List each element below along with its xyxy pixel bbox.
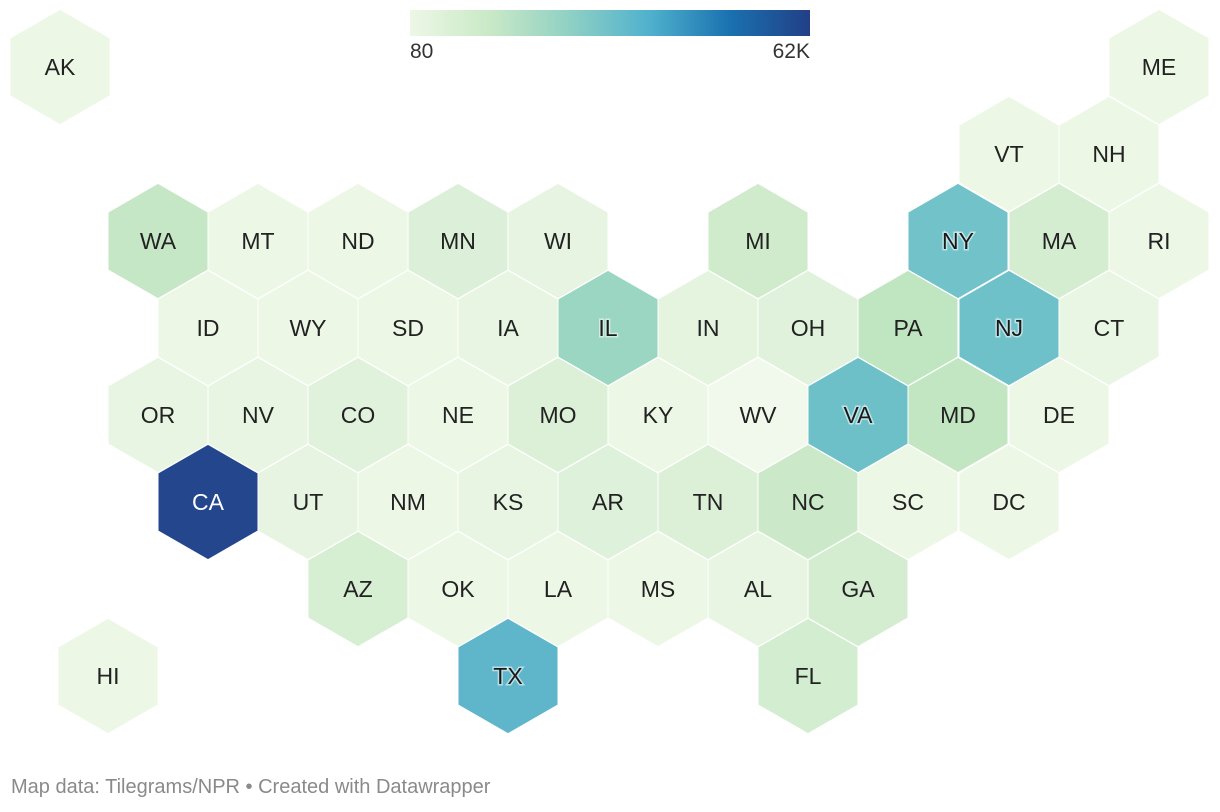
state-tile-ca[interactable]: CA bbox=[157, 443, 259, 561]
state-label-ca: CA bbox=[192, 489, 225, 515]
state-tile-ny[interactable]: NY bbox=[907, 182, 1009, 300]
state-tile-wi[interactable]: WI bbox=[507, 182, 609, 300]
state-tile-nh[interactable]: NH bbox=[1058, 95, 1160, 213]
state-tile-mi[interactable]: MI bbox=[707, 182, 809, 300]
state-label-ny: NY bbox=[942, 228, 974, 254]
state-label-tx: TX bbox=[493, 663, 522, 689]
state-label-nv: NV bbox=[242, 402, 275, 428]
state-label-va: VA bbox=[844, 402, 874, 428]
state-label-mn: MN bbox=[440, 228, 476, 254]
state-label-wy: WY bbox=[289, 315, 326, 341]
state-label-ia: IA bbox=[497, 315, 519, 341]
state-tile-ar[interactable]: AR bbox=[557, 443, 659, 561]
state-tile-in[interactable]: IN bbox=[657, 269, 759, 387]
state-label-fl: FL bbox=[795, 663, 822, 689]
state-hex-tx[interactable] bbox=[457, 617, 559, 735]
state-label-de: DE bbox=[1043, 402, 1075, 428]
state-tile-or[interactable]: OR bbox=[107, 356, 209, 474]
state-label-il: IL bbox=[598, 315, 617, 341]
state-tile-md[interactable]: MD bbox=[907, 356, 1009, 474]
state-tile-ga[interactable]: GA bbox=[807, 530, 909, 648]
state-label-ut: UT bbox=[293, 489, 324, 515]
hex-tile-layer: AK ME VT NH WA MT ND MN WI MI NY MA RI ID WY SD IA IL IN OH… bbox=[9, 8, 1210, 735]
state-label-vt: VT bbox=[994, 141, 1023, 167]
state-label-or: OR bbox=[141, 402, 176, 428]
state-label-ri: RI bbox=[1148, 228, 1171, 254]
state-label-hi: HI bbox=[97, 663, 120, 689]
state-label-nc: NC bbox=[791, 489, 824, 515]
state-tile-ms[interactable]: MS bbox=[607, 530, 709, 648]
state-label-ks: KS bbox=[493, 489, 524, 515]
state-tile-va[interactable]: VA bbox=[807, 356, 909, 474]
state-label-la: LA bbox=[544, 576, 573, 602]
legend-max-label: 62K bbox=[772, 40, 810, 63]
state-hex-dc[interactable] bbox=[958, 443, 1060, 561]
map-footer: Map data: Tilegrams/NPR • Created with D… bbox=[11, 776, 490, 799]
state-tile-hi[interactable]: HI bbox=[57, 617, 159, 735]
state-label-nh: NH bbox=[1092, 141, 1125, 167]
state-label-nd: ND bbox=[341, 228, 374, 254]
state-label-mt: MT bbox=[241, 228, 274, 254]
state-tile-sc[interactable]: SC bbox=[857, 443, 959, 561]
state-label-wv: WV bbox=[739, 402, 777, 428]
state-label-md: MD bbox=[940, 402, 976, 428]
state-tile-wy[interactable]: WY bbox=[257, 269, 359, 387]
state-hex-fl[interactable] bbox=[757, 617, 859, 735]
state-tile-ak[interactable]: AK bbox=[9, 8, 111, 126]
legend-min-label: 80 bbox=[410, 40, 434, 63]
state-tile-id[interactable]: ID bbox=[157, 269, 259, 387]
state-label-sc: SC bbox=[892, 489, 924, 515]
state-label-wi: WI bbox=[544, 228, 572, 254]
state-label-wa: WA bbox=[140, 228, 177, 254]
state-label-oh: OH bbox=[791, 315, 826, 341]
state-tile-dc[interactable]: DC bbox=[958, 443, 1060, 561]
state-label-nm: NM bbox=[390, 489, 426, 515]
state-label-co: CO bbox=[341, 402, 376, 428]
state-tile-nm[interactable]: NM bbox=[357, 443, 459, 561]
footer-separator: • bbox=[239, 776, 259, 798]
state-label-pa: PA bbox=[894, 315, 924, 341]
footer-credit-text: Created with Datawrapper bbox=[258, 776, 491, 798]
state-tile-az[interactable]: AZ bbox=[307, 530, 409, 648]
state-label-ct: CT bbox=[1094, 315, 1125, 341]
state-label-ne: NE bbox=[442, 402, 474, 428]
state-tile-nc[interactable]: NC bbox=[757, 443, 859, 561]
state-tile-ut[interactable]: UT bbox=[257, 443, 359, 561]
state-label-ak: AK bbox=[45, 54, 76, 80]
state-label-ms: MS bbox=[641, 576, 676, 602]
state-label-sd: SD bbox=[392, 315, 424, 341]
state-label-nj: NJ bbox=[995, 315, 1023, 341]
state-label-ky: KY bbox=[643, 402, 674, 428]
state-label-me: ME bbox=[1142, 54, 1177, 80]
state-hex-ak[interactable] bbox=[9, 8, 111, 126]
state-label-ok: OK bbox=[441, 576, 475, 602]
footer-source-label: Map data: bbox=[11, 776, 106, 798]
state-tile-wa[interactable]: WA bbox=[107, 182, 209, 300]
state-tile-fl[interactable]: FL bbox=[757, 617, 859, 735]
state-label-mi: MI bbox=[745, 228, 771, 254]
state-hex-hi[interactable] bbox=[57, 617, 159, 735]
state-tile-ri[interactable]: RI bbox=[1108, 182, 1210, 300]
state-label-ar: AR bbox=[592, 489, 624, 515]
state-label-id: ID bbox=[197, 315, 220, 341]
state-label-az: AZ bbox=[343, 576, 372, 602]
state-tile-ma[interactable]: MA bbox=[1008, 182, 1110, 300]
state-tile-la[interactable]: LA bbox=[507, 530, 609, 648]
footer-source-text: Tilegrams/NPR bbox=[105, 776, 240, 798]
state-label-ma: MA bbox=[1042, 228, 1077, 254]
legend-gradient-bar bbox=[410, 10, 810, 36]
state-tile-tx[interactable]: TX bbox=[457, 617, 559, 735]
state-label-ga: GA bbox=[841, 576, 875, 602]
state-tile-pa[interactable]: PA bbox=[857, 269, 959, 387]
state-label-mo: MO bbox=[539, 402, 576, 428]
state-label-in: IN bbox=[697, 315, 720, 341]
state-tile-mo[interactable]: MO bbox=[507, 356, 609, 474]
state-label-dc: DC bbox=[992, 489, 1025, 515]
state-label-tn: TN bbox=[693, 489, 724, 515]
state-tile-ct[interactable]: CT bbox=[1058, 269, 1160, 387]
state-label-al: AL bbox=[744, 576, 772, 602]
